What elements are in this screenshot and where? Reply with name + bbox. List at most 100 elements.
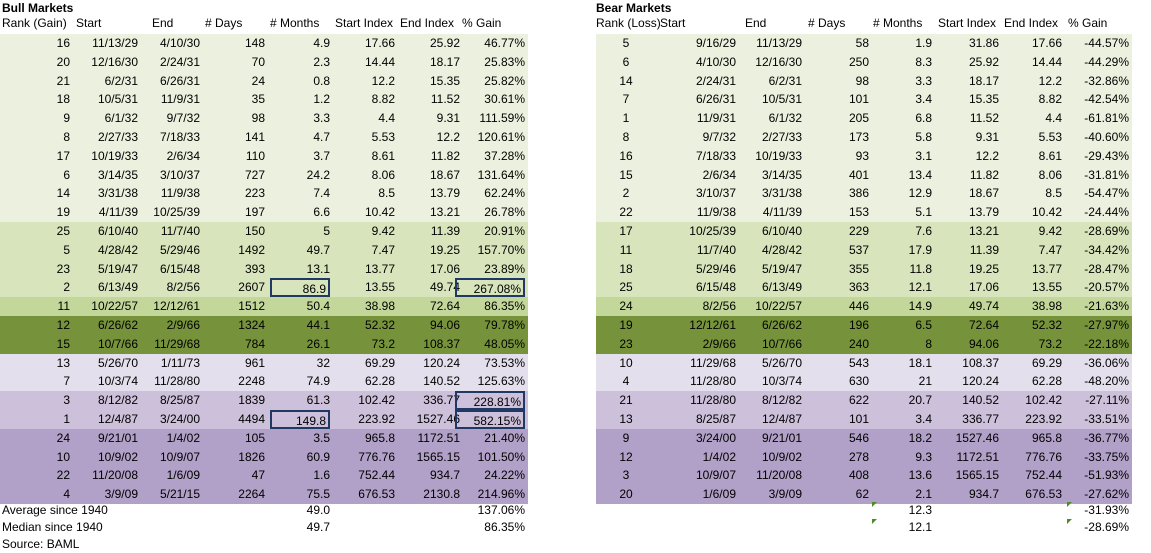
bear-cell-days: 62 bbox=[855, 487, 869, 502]
bull-cell-days: 24 bbox=[251, 73, 265, 88]
bull-cell-pct-gain: 37.28% bbox=[484, 148, 525, 163]
bull-cell-rank: 24 bbox=[56, 430, 70, 445]
bull-cell-months: 4.9 bbox=[313, 36, 330, 50]
bear-table-row: 18 5/29/46 5/19/47 355 11.8 19.25 13.77 -28.47% bbox=[596, 259, 1132, 279]
bear-cell-end: 10/22/57 bbox=[755, 299, 802, 314]
bull-cell-pct-gain: 111.59% bbox=[479, 111, 525, 126]
bear-cell-start-index: 1527.46 bbox=[955, 430, 999, 445]
bear-cell-rank: 22 bbox=[619, 205, 633, 220]
bear-cell-months: 18.1 bbox=[908, 355, 932, 370]
formula-warning-indicator bbox=[1067, 502, 1072, 507]
bear-cell-end: 2/27/33 bbox=[761, 130, 802, 144]
bull-cell-end-index: 12.2 bbox=[436, 130, 460, 144]
bear-cell-months: 12.1 bbox=[908, 280, 932, 295]
bull-cell-end-index: 1527.46 bbox=[416, 412, 460, 426]
bear-cell-start-index: 1172.51 bbox=[956, 449, 1000, 464]
bull-table-row: 17 10/19/33 2/6/34 110 3.7 8.61 11.82 37.28% bbox=[0, 146, 528, 166]
bull-cell-end: 1/11/73 bbox=[160, 355, 200, 370]
bull-table-row: 20 12/16/30 2/24/31 70 2.3 14.44 18.17 25.83% bbox=[0, 52, 528, 72]
bear-cell-rank: 18 bbox=[619, 261, 633, 276]
bear-cell-months: 5.1 bbox=[915, 205, 932, 220]
bull-table-row: 19 4/11/39 10/25/39 197 6.6 10.42 13.21 26.78% bbox=[0, 203, 528, 222]
bull-cell-pct-gain: 46.77% bbox=[484, 36, 525, 50]
bear-cell-start-index: 934.7 bbox=[968, 487, 999, 502]
bull-cell-end-index: 140.52 bbox=[423, 374, 460, 389]
bear-cell-rank: 11 bbox=[619, 242, 633, 257]
bull-cell-days: 784 bbox=[244, 336, 265, 351]
bull-cell-days: 961 bbox=[244, 355, 265, 370]
bull-cell-end: 8/25/87 bbox=[159, 393, 200, 408]
bull-cell-start: 3/9/09 bbox=[104, 487, 138, 502]
bear-cell-days: 240 bbox=[848, 336, 869, 351]
bull-cell-months: 26.1 bbox=[306, 336, 330, 351]
bull-cell-months: 3.7 bbox=[313, 148, 330, 163]
bull-cell-start: 11/20/08 bbox=[92, 468, 138, 483]
bear-cell-months: 3.3 bbox=[915, 73, 932, 88]
bear-table-row: 17 10/25/39 6/10/40 229 7.6 13.21 9.42 -28.69% bbox=[596, 222, 1132, 241]
formula-warning-indicator bbox=[1067, 519, 1072, 524]
bear-cell-end: 6/2/31 bbox=[768, 73, 802, 88]
bear-table-row: 16 7/18/33 10/19/33 93 3.1 12.2 8.61 -29.43% bbox=[596, 146, 1132, 166]
bull-cell-start: 6/13/49 bbox=[97, 280, 138, 295]
bull-cell-end-index: 336.77 bbox=[423, 393, 460, 408]
bear-header-start: Start bbox=[660, 16, 686, 30]
bear-cell-end-index: 9.42 bbox=[1038, 224, 1062, 238]
bull-cell-days: 727 bbox=[244, 167, 265, 182]
bear-cell-start: 2/24/31 bbox=[695, 73, 736, 88]
bear-cell-end-index: 69.29 bbox=[1031, 355, 1062, 370]
bull-cell-start: 4/28/42 bbox=[97, 242, 138, 257]
bear-cell-end-index: 7.47 bbox=[1038, 242, 1062, 257]
bear-table-row: 10 11/29/68 5/26/70 543 18.1 108.37 69.29 -36.0… bbox=[596, 353, 1132, 373]
bear-cell-pct-gain: -27.62% bbox=[1084, 487, 1129, 502]
bull-cell-months: 61.3 bbox=[306, 393, 330, 408]
bull-cell-end-index: 18.17 bbox=[429, 54, 460, 69]
bear-cell-months: 14.9 bbox=[908, 299, 932, 314]
bear-cell-days: 446 bbox=[848, 299, 869, 314]
bear-cell-pct-gain: -44.57% bbox=[1084, 36, 1129, 50]
bear-header-months: # Months bbox=[873, 16, 923, 30]
bear-cell-end: 5/26/70 bbox=[761, 355, 802, 370]
bear-cell-end-index: 102.42 bbox=[1025, 393, 1062, 408]
bull-cell-end: 10/25/39 bbox=[153, 205, 200, 220]
bear-cell-pct-gain: -33.75% bbox=[1084, 449, 1129, 464]
bull-cell-months: 50.4 bbox=[306, 299, 330, 314]
bear-cell-start: 9/7/32 bbox=[702, 130, 736, 144]
bull-cell-rank: 1 bbox=[63, 412, 70, 426]
bear-cell-end-index: 8.61 bbox=[1038, 148, 1062, 163]
bear-cell-start: 5/29/46 bbox=[695, 261, 736, 276]
bull-cell-days: 1512 bbox=[238, 299, 265, 314]
bull-cell-days: 1492 bbox=[238, 242, 265, 257]
bear-cell-rank: 5 bbox=[622, 36, 630, 50]
bear-cell-start-index: 25.92 bbox=[968, 54, 999, 69]
bull-cell-end: 6/15/48 bbox=[159, 261, 200, 276]
bull-cell-months: 0.8 bbox=[313, 73, 330, 88]
bull-cell-pct-gain: 23.89% bbox=[484, 261, 525, 276]
bear-table-row: 1 11/9/31 6/1/32 205 6.8 11.52 4.4 -61.81% bbox=[596, 109, 1132, 128]
bear-cell-end: 4/11/39 bbox=[762, 205, 802, 220]
bull-cell-end-index: 11.52 bbox=[430, 92, 460, 107]
bull-cell-start-index: 14.44 bbox=[364, 54, 395, 69]
bear-cell-pct-gain: -36.77% bbox=[1084, 430, 1129, 445]
bull-cell-end: 10/9/07 bbox=[159, 449, 200, 464]
bear-cell-months: 8.3 bbox=[915, 54, 932, 69]
bear-table-row: 6 4/10/30 12/16/30 250 8.3 25.92 14.44 -44.29% bbox=[596, 52, 1132, 72]
bull-table-row: 24 9/21/01 1/4/02 105 3.5 965.8 1172.51 21.40% bbox=[0, 428, 528, 448]
bull-cell-start-index: 5.53 bbox=[371, 130, 395, 144]
bull-cell-days: 2248 bbox=[238, 374, 265, 389]
bear-cell-start: 7/18/33 bbox=[695, 148, 736, 163]
bear-cell-months: 5.8 bbox=[915, 130, 932, 144]
bear-cell-pct-gain: -44.29% bbox=[1084, 54, 1129, 69]
bear-cell-start-index: 140.52 bbox=[962, 393, 999, 408]
bull-cell-start-index: 776.76 bbox=[358, 449, 395, 464]
bull-table-row: 25 6/10/40 11/7/40 150 5 9.42 11.39 20.91% bbox=[0, 222, 528, 241]
bull-cell-days: 110 bbox=[245, 148, 265, 163]
bull-header-days: # Days bbox=[205, 16, 243, 30]
bull-cell-start: 3/14/35 bbox=[97, 167, 138, 182]
bear-cell-start-index: 108.37 bbox=[962, 355, 999, 370]
bear-cell-days: 229 bbox=[848, 224, 869, 238]
bear-cell-end-index: 8.5 bbox=[1045, 186, 1062, 201]
bull-cell-months: 1.2 bbox=[313, 92, 330, 107]
bear-cell-end-index: 676.53 bbox=[1025, 487, 1062, 502]
bull-cell-months: 74.9 bbox=[306, 374, 330, 389]
bull-cell-months: 2.3 bbox=[313, 54, 330, 69]
